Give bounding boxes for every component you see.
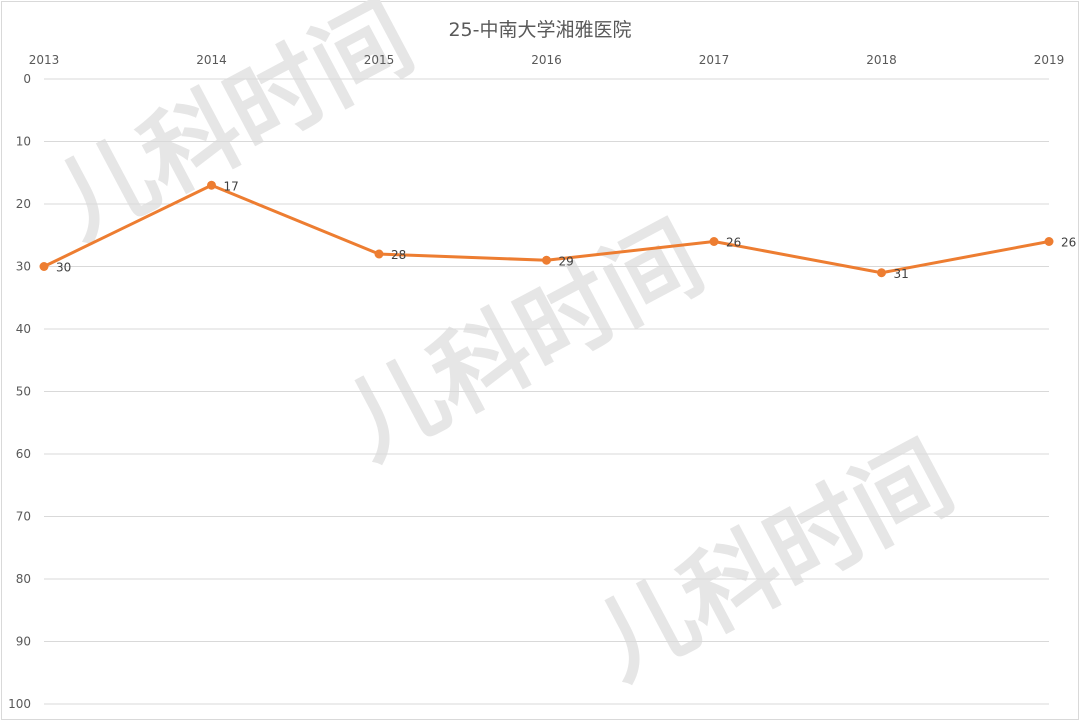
y-tick-label: 70 bbox=[16, 510, 31, 524]
x-tick-label: 2016 bbox=[531, 53, 562, 67]
watermark: 儿科时间 bbox=[39, 0, 431, 260]
data-point bbox=[1044, 237, 1054, 246]
x-tick-label: 2015 bbox=[364, 53, 395, 67]
data-point bbox=[39, 262, 49, 271]
x-tick-label: 2019 bbox=[1034, 53, 1065, 67]
data-label: 29 bbox=[559, 254, 574, 268]
y-tick-label: 90 bbox=[16, 635, 31, 649]
chart-title: 25-中南大学湘雅医院 bbox=[448, 19, 632, 41]
watermark: 儿科时间 bbox=[579, 421, 971, 700]
y-tick-label: 0 bbox=[23, 72, 31, 86]
x-tick-label: 2017 bbox=[699, 53, 730, 67]
x-tick-label: 2013 bbox=[29, 53, 60, 67]
watermark: 儿科时间 bbox=[329, 201, 721, 480]
y-tick-label: 20 bbox=[16, 197, 31, 211]
data-label: 28 bbox=[391, 248, 406, 262]
data-point bbox=[542, 255, 551, 265]
y-tick-label: 30 bbox=[16, 260, 31, 274]
data-point bbox=[877, 268, 886, 278]
y-tick-label: 80 bbox=[16, 572, 31, 586]
y-tick-label: 40 bbox=[16, 322, 31, 336]
data-point bbox=[207, 180, 216, 190]
y-tick-label: 50 bbox=[16, 385, 31, 399]
data-label: 26 bbox=[1061, 236, 1076, 250]
data-label: 31 bbox=[894, 267, 909, 281]
x-tick-label: 2014 bbox=[196, 53, 227, 67]
data-label: 17 bbox=[224, 179, 239, 193]
y-tick-label: 100 bbox=[8, 697, 31, 711]
y-tick-label: 60 bbox=[16, 447, 31, 461]
data-point bbox=[374, 249, 384, 259]
data-label: 30 bbox=[56, 261, 71, 275]
y-tick-label: 10 bbox=[16, 135, 31, 149]
data-point bbox=[709, 237, 719, 246]
data-label: 26 bbox=[726, 236, 741, 250]
x-tick-label: 2018 bbox=[866, 53, 897, 67]
